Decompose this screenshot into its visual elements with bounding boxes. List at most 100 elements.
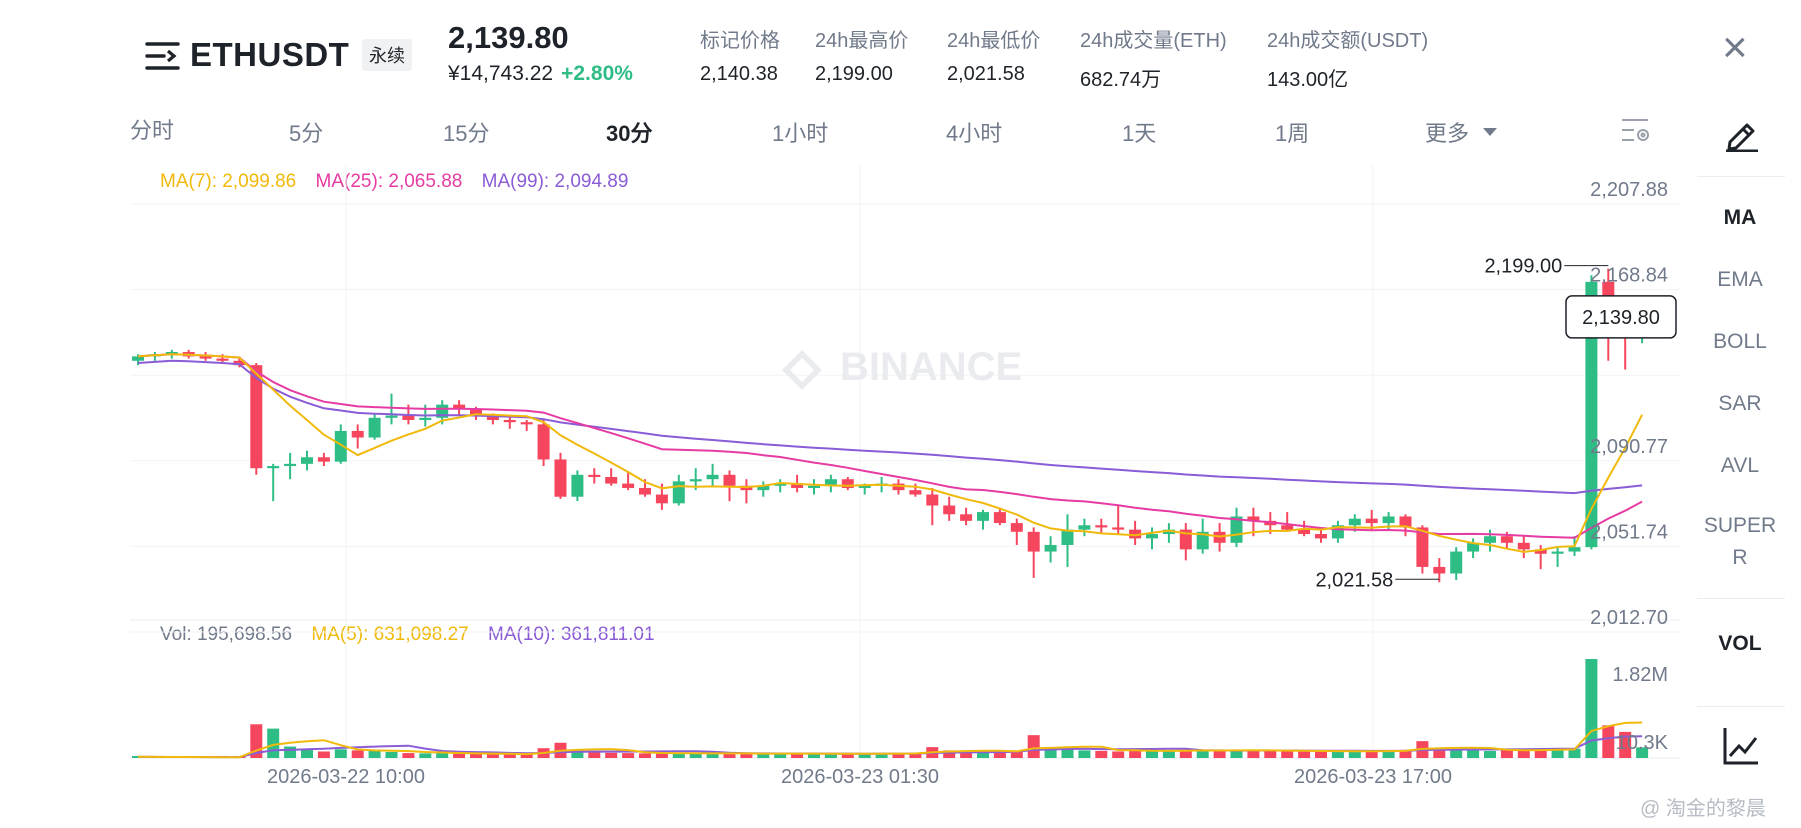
tab-30m[interactable]: 30分 [606,121,653,146]
ma25-line [137,353,1643,539]
volume-bar [284,746,297,758]
indicator-super[interactable]: SUPER [1703,514,1777,537]
indicator-vol[interactable]: VOL [1718,632,1762,655]
candle-body [757,485,770,491]
candle-body [622,483,635,488]
candle-body [351,430,364,438]
candle-body [1078,525,1091,530]
candle-body [199,356,212,359]
tab-5m[interactable]: 5分 [289,121,324,146]
volume-bar [588,752,601,758]
tab-15m[interactable]: 15分 [443,121,490,146]
candle-body [1196,531,1209,550]
candle-body [960,514,973,521]
volume-bar [470,753,482,758]
volume-bar [655,753,668,758]
stat-label: 24h最高价 [815,30,909,52]
indicator-boll[interactable]: BOLL [1713,330,1767,353]
candle-body [1315,534,1327,539]
volume-bar [1365,751,1378,758]
current-price-tag [1565,295,1677,339]
close-icon[interactable]: × [1722,23,1748,72]
volume-bar [520,754,533,758]
volume-bar [402,753,415,758]
indicator-avl[interactable]: AVL [1720,454,1760,477]
menu-icon[interactable] [144,40,182,72]
candle-body [571,474,584,497]
candle-body [132,356,144,361]
candle-body [808,485,820,488]
volume-bar [960,751,973,758]
candle-body [1551,551,1564,554]
volume-bar [503,754,516,758]
stat-label: 24h成交量(ETH) [1080,30,1227,52]
candle-body [1517,542,1530,550]
volume-bar [723,753,736,758]
volume-bar [1433,748,1446,758]
indicator-ma[interactable]: MA [1723,206,1757,229]
author-watermark: @ 淘金的黎晨 [1640,798,1766,820]
indicator-chart-icon[interactable] [1722,726,1760,771]
vol-ma5-line [137,721,1643,759]
candle-body [774,483,787,486]
last-price: 2,139.80 [448,20,569,55]
ma-legend: MA(7): 2,099.86 MA(25): 2,065.88 MA(99):… [160,171,628,193]
volume-bar [1484,750,1496,758]
candle-body [267,466,280,469]
volume-bar [1179,749,1192,758]
candle-body [1534,549,1547,554]
volume-bar [1399,749,1412,758]
volume-bar [605,752,618,758]
volume-bar [486,754,499,758]
high-price-label: 2,199.00 [1484,256,1562,278]
contract-type-badge: 永续 [362,39,412,71]
candle-body [233,360,246,366]
candle-body [385,415,398,418]
indicator-sar[interactable]: SAR [1718,392,1762,415]
volume-bar [1078,750,1091,758]
volume-bar [672,753,685,758]
volume-bar [419,753,432,758]
indicator-ema[interactable]: EMA [1717,268,1763,291]
candle-body [892,483,905,491]
indicator-super-r[interactable]: R [1732,546,1748,569]
candle-body [1247,516,1260,521]
symbol-title[interactable]: ETHUSDT [190,36,350,73]
binance-watermark: BINANCE [840,345,1022,389]
volume-bar [774,753,787,758]
candle-body [486,415,499,420]
tab-time-line[interactable]: 分时 [130,118,175,143]
tab-1h[interactable]: 1小时 [772,121,829,146]
tab-1w[interactable]: 1周 [1275,121,1310,146]
chart-settings-icon[interactable] [1620,116,1652,149]
candle-body [723,474,736,486]
candle-body [1416,527,1429,567]
volume-bar [267,728,280,758]
volume-bar [841,753,854,758]
candle-body [588,474,601,477]
chevron-down-icon[interactable] [1483,128,1497,136]
volume-bar [1112,751,1125,758]
draw-tool-icon[interactable] [1722,116,1760,157]
candle-body [1450,551,1463,574]
stat-value: 2,199.00 [815,63,893,85]
candle-body [858,485,871,488]
tab-4h[interactable]: 4小时 [946,121,1003,146]
stat-label: 24h成交额(USDT) [1267,30,1429,52]
ma25-legend: MA(25): 2,065.88 [315,171,463,192]
candle-body [909,490,922,495]
tab-1d[interactable]: 1天 [1122,121,1157,146]
vol-ma10-legend: MA(10): 361,811.01 [488,624,655,645]
volume-bar [1331,750,1344,758]
candle-body [977,512,989,521]
candle-body [165,352,178,355]
candle-body [453,404,466,410]
price-axis-tick: 2,051.74 [1590,521,1668,543]
ma7-legend: MA(7): 2,099.86 [160,171,297,192]
candle-body [520,422,533,425]
candle-body [1281,525,1294,530]
volume-bar [1044,749,1057,758]
tab-more[interactable]: 更多 [1425,121,1470,146]
volume-bar [1213,750,1226,758]
